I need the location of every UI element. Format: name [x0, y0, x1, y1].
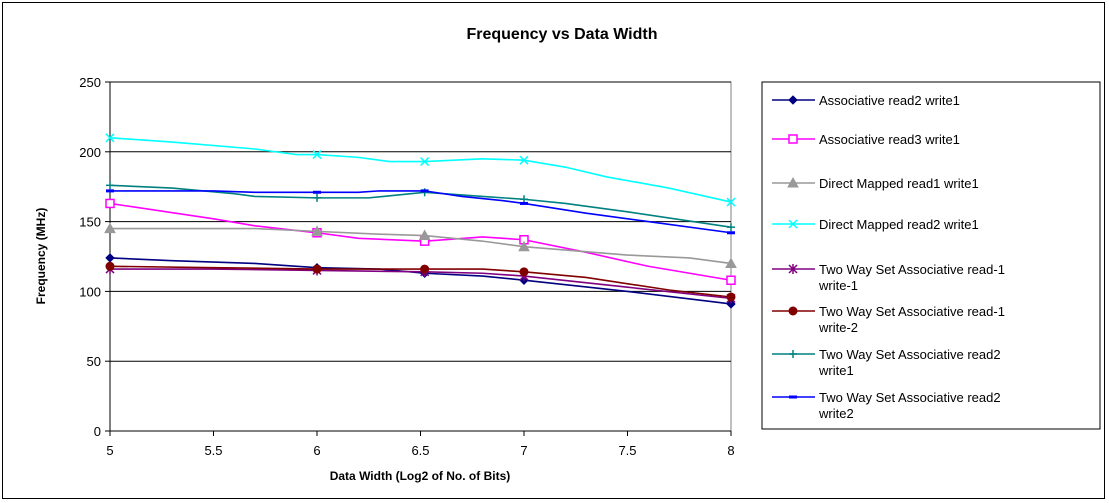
data-point	[520, 195, 528, 204]
data-point	[313, 193, 321, 202]
series-3	[104, 222, 737, 268]
x-axis-title: Data Width (Log2 of No. of Bits)	[330, 469, 511, 483]
data-point	[519, 267, 529, 277]
x-tick-label: 8	[727, 443, 734, 458]
data-point	[311, 225, 323, 236]
legend-entry: Two Way Set Associative read2 write2	[772, 390, 1001, 421]
x-tick-label: 7	[520, 443, 527, 458]
series-6	[105, 261, 736, 302]
legend-entry: Direct Mapped read1 write1	[772, 176, 979, 191]
series-line	[109, 137, 732, 203]
legend-entries: Associative read2 write1 Associative read…	[772, 93, 1005, 421]
series-line	[109, 184, 732, 228]
plot-area	[109, 81, 732, 432]
series-4	[105, 133, 736, 207]
y-tick-label: 250	[79, 75, 101, 90]
x-tick-label: 7.5	[618, 443, 636, 458]
legend-marker	[788, 134, 798, 144]
y-tick-labels: 0 50 100 150 200 250	[79, 75, 110, 439]
legend-marker	[787, 176, 799, 188]
x-tick-label: 6	[313, 443, 320, 458]
data-point	[518, 240, 530, 252]
x-tick-labels: 5 5.5 6 6.5 7 7.5 8	[106, 431, 735, 458]
series-layer	[104, 133, 737, 309]
series-line	[110, 227, 732, 265]
series-2	[105, 198, 736, 285]
data-point	[104, 222, 116, 234]
legend-entry: Two Way Set Associative read-1 write-1	[772, 262, 1005, 293]
data-point	[519, 155, 529, 165]
data-point	[725, 257, 737, 268]
legend-label: Direct Mapped read1 write1	[819, 176, 979, 191]
y-tick-label: 200	[79, 145, 101, 160]
legend-marker	[789, 350, 797, 358]
legend-entry: Two Way Set Associative read2 write1	[772, 347, 1001, 378]
legend-marker	[788, 264, 798, 274]
legend-label: Two Way Set Associative read2 write1	[818, 347, 1001, 378]
legend-entry: Two Way Set Associative read-1 write-2	[772, 304, 1005, 335]
chart-title: Frequency vs Data Width	[466, 26, 657, 43]
data-point	[105, 261, 115, 271]
legend-label: Two Way Set Associative read-1 write-2	[818, 304, 1005, 335]
legend-label: Associative read2 write1	[819, 93, 960, 108]
y-tick-label: 150	[79, 215, 101, 230]
legend-entry: Associative read2 write1	[772, 93, 960, 108]
y-tick-label: 50	[87, 354, 101, 369]
legend-label: Two Way Set Associative read-1 write-1	[818, 262, 1005, 293]
legend-label: Two Way Set Associative read2 write2	[818, 390, 1001, 421]
series-line	[109, 265, 732, 298]
data-point	[726, 292, 736, 302]
legend-label: Direct Mapped read2 write1	[819, 217, 979, 232]
data-point	[106, 181, 114, 190]
legend-marker	[788, 219, 798, 229]
legend-entry: Direct Mapped read2 write1	[772, 217, 979, 232]
legend-marker	[788, 306, 798, 316]
legend	[761, 81, 1101, 430]
legend-label: Associative read3 write1	[819, 132, 960, 147]
series-line	[110, 268, 732, 300]
y-tick-label: 0	[94, 424, 101, 439]
data-point	[726, 299, 736, 309]
y-axis-title: Frequency (MHz)	[34, 208, 48, 305]
data-point	[105, 198, 115, 209]
legend-entry: Associative read3 write1	[772, 132, 960, 147]
y-tick-label: 100	[79, 284, 101, 299]
data-point	[420, 264, 430, 274]
x-tick-label: 6.5	[411, 443, 429, 458]
data-point	[726, 197, 736, 207]
legend-marker	[788, 95, 798, 105]
data-point	[312, 264, 322, 274]
data-point	[727, 223, 735, 232]
x-tick-label: 5.5	[204, 443, 222, 458]
data-point	[420, 157, 430, 167]
series-8	[106, 189, 735, 235]
x-tick-label: 5	[106, 443, 113, 458]
data-point	[105, 133, 115, 143]
data-point	[312, 150, 322, 160]
data-point	[418, 229, 431, 241]
data-point	[726, 275, 736, 285]
